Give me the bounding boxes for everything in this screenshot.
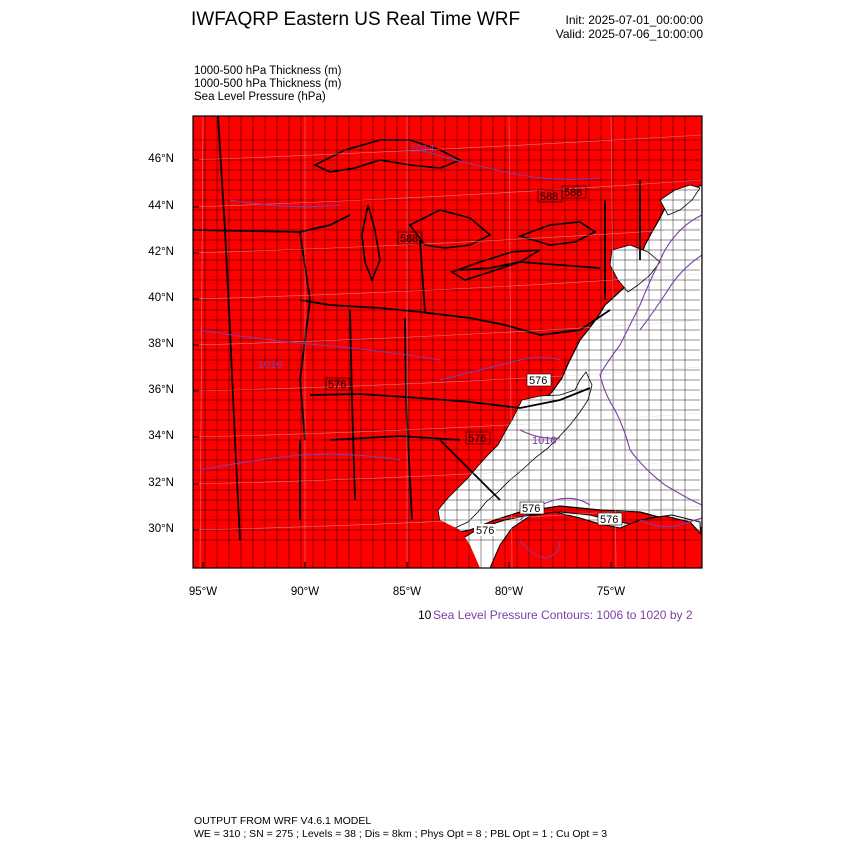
contour-label-576-4: 576 xyxy=(526,373,552,387)
map-title: IWFAQRP Eastern US Real Time WRF xyxy=(191,9,521,30)
contour-label-576-2: 576 xyxy=(597,512,623,526)
contour-label-588-3: 588 xyxy=(561,185,587,199)
lon-label-75: 75°W xyxy=(596,586,626,598)
lat-label-34: 34°N xyxy=(148,430,174,442)
slp-label-1016-1: 1016 xyxy=(532,435,556,447)
lat-label-32: 32°N xyxy=(148,477,174,489)
tick-marks xyxy=(193,159,612,568)
slp-contours xyxy=(199,149,702,559)
svg-text:576: 576 xyxy=(328,379,346,391)
field-label-thickness-2: 1000-500 hPa Thickness (m) xyxy=(194,78,342,90)
lat-label-36: 36°N xyxy=(148,384,174,396)
contour-label-576-5: 576 xyxy=(325,377,351,391)
lat-label-44: 44°N xyxy=(148,200,174,212)
model-info-line1: OUTPUT FROM WRF V4.6.1 MODEL xyxy=(194,815,372,827)
field-label-slp: Sea Level Pressure (hPa) xyxy=(194,91,326,103)
slp-contour-note: Sea Level Pressure Contours: 1006 to 102… xyxy=(433,608,693,622)
field-label-thickness-1: 1000-500 hPa Thickness (m) xyxy=(194,65,342,77)
contour-label-576-6: 576 xyxy=(465,431,491,445)
lat-label-42: 42°N xyxy=(148,246,174,258)
lat-label-46: 46°N xyxy=(148,153,174,165)
valid-time: Valid: 2025-07-06_10:00:00 xyxy=(555,27,703,41)
svg-text:576: 576 xyxy=(600,514,618,526)
svg-text:588: 588 xyxy=(540,191,558,203)
model-info-line2: WE = 310 ; SN = 275 ; Levels = 38 ; Dis … xyxy=(194,828,608,840)
lat-label-40: 40°N xyxy=(148,292,174,304)
svg-text:576: 576 xyxy=(468,433,486,445)
init-time: Init: 2025-07-01_00:00:00 xyxy=(565,13,703,27)
lon-label-90: 90°W xyxy=(290,586,320,598)
slp-label-1016-2: 1016 xyxy=(258,359,282,371)
contour-value-labels: 588 588 588 576 576 576 576 576 xyxy=(258,143,623,537)
contour-note-prefix: 10 xyxy=(418,608,432,622)
svg-text:576: 576 xyxy=(522,503,540,515)
svg-text:588: 588 xyxy=(564,187,582,199)
lat-label-38: 38°N xyxy=(148,338,174,350)
contour-label-576-3: 576 xyxy=(474,524,496,537)
county-grid xyxy=(193,116,700,568)
graticule xyxy=(193,116,702,568)
slp-label-1014: 1014 xyxy=(410,143,434,155)
lon-label-80: 80°W xyxy=(494,586,524,598)
svg-text:588: 588 xyxy=(400,233,418,245)
lon-label-95: 95°W xyxy=(188,586,218,598)
contour-label-588-2: 588 xyxy=(397,231,423,245)
svg-text:576: 576 xyxy=(476,525,494,537)
lat-label-30: 30°N xyxy=(148,523,174,535)
state-boundaries xyxy=(193,116,641,541)
svg-text:576: 576 xyxy=(529,375,547,387)
lon-label-85: 85°W xyxy=(392,586,422,598)
plot-frame xyxy=(192,115,703,569)
contour-label-576-1: 576 xyxy=(519,501,545,515)
